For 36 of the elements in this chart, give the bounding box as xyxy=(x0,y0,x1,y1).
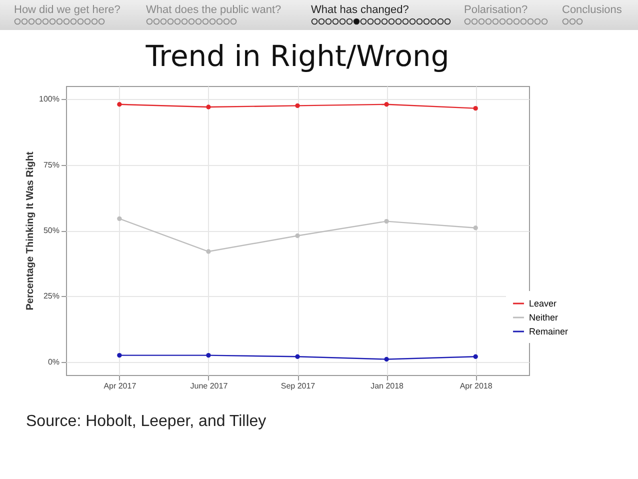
y-tick-label: 75% xyxy=(43,160,60,170)
text: Polarisation? xyxy=(464,4,528,16)
chart-title: Trend in Right/Wrong xyxy=(144,39,450,73)
point xyxy=(384,356,389,362)
point xyxy=(206,104,211,110)
y-tick-label: 25% xyxy=(43,292,60,301)
point xyxy=(473,226,478,230)
y-tick-label: 100% xyxy=(39,94,60,104)
legend-label: Neither xyxy=(529,312,558,322)
point xyxy=(206,352,211,358)
x-tick-label: June 2017 xyxy=(190,382,228,390)
text: Conclusions xyxy=(562,4,622,16)
point xyxy=(473,106,478,111)
x-tick-label: Apr 2017 xyxy=(104,382,137,390)
point xyxy=(117,102,122,107)
y-tick-label: 0% xyxy=(48,357,60,366)
legend-label: Remainer xyxy=(529,326,568,336)
point xyxy=(117,216,122,222)
source-note: Source: Hobolt, Leeper, and Tilley xyxy=(26,413,266,431)
x-tick-label: Jan 2018 xyxy=(370,382,404,390)
text: What does the public want? xyxy=(146,4,282,16)
point xyxy=(473,354,478,359)
x-tick-label: Sep 2017 xyxy=(280,382,316,390)
point xyxy=(384,102,389,107)
point xyxy=(117,352,122,358)
point xyxy=(206,249,211,254)
point xyxy=(295,233,300,238)
y-axis-title: Percentage Thinking It Was Right xyxy=(25,151,36,310)
point xyxy=(295,354,300,359)
text: How did we get here? xyxy=(14,4,120,16)
y-tick-label: 50% xyxy=(43,226,60,235)
x-tick-label: Apr 2018 xyxy=(460,382,493,390)
point xyxy=(295,103,300,108)
point xyxy=(384,218,389,224)
legend-label: Leaver xyxy=(529,298,557,308)
text: What has changed? xyxy=(311,4,409,16)
